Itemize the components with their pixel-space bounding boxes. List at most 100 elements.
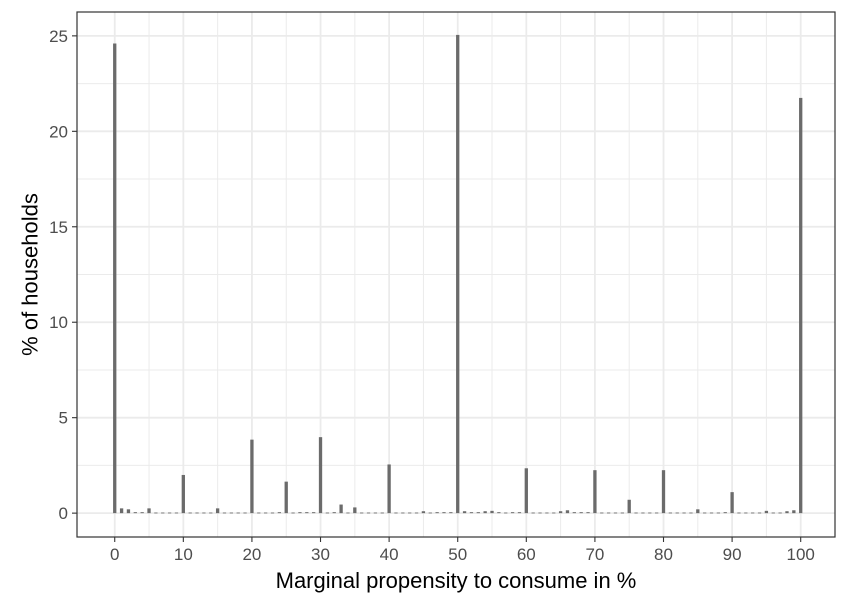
bar <box>174 512 179 514</box>
bar <box>277 512 282 514</box>
bar <box>215 508 220 514</box>
bar <box>778 512 782 514</box>
bar <box>524 468 528 514</box>
bars <box>113 34 803 514</box>
bar <box>133 512 137 514</box>
bar <box>634 512 638 514</box>
bar <box>517 512 522 514</box>
bar <box>195 512 199 514</box>
x-tick-label: 0 <box>110 545 119 564</box>
bar <box>346 512 350 514</box>
y-axis-title: % of households <box>18 193 43 356</box>
bar <box>654 512 659 514</box>
bar <box>250 439 254 514</box>
bar <box>689 512 693 514</box>
bar <box>531 512 535 514</box>
bar <box>462 511 467 514</box>
bar <box>332 512 336 514</box>
bar <box>606 512 611 514</box>
bar <box>428 512 432 514</box>
bar <box>442 512 446 514</box>
y-tick-label: 10 <box>49 313 68 332</box>
x-tick-label: 60 <box>517 545 536 564</box>
bar <box>799 97 803 514</box>
bar <box>373 512 378 514</box>
bar <box>380 512 384 514</box>
bar <box>737 512 741 514</box>
bar <box>366 512 371 514</box>
y-tick-label: 20 <box>49 122 68 141</box>
bar <box>298 512 302 514</box>
bar <box>510 512 515 514</box>
bar <box>648 512 652 514</box>
bar <box>558 511 563 514</box>
x-tick-label: 50 <box>448 545 467 564</box>
bar <box>771 512 775 514</box>
bar <box>641 512 645 514</box>
x-tick-label: 70 <box>585 545 604 564</box>
bar <box>147 508 151 514</box>
bar <box>792 510 796 514</box>
bar <box>565 510 570 514</box>
x-tick-label: 40 <box>380 545 399 564</box>
x-tick-label: 20 <box>242 545 261 564</box>
bar <box>716 512 721 514</box>
bar <box>744 512 748 514</box>
bar <box>263 512 268 514</box>
bar <box>579 512 583 514</box>
bar <box>709 512 714 514</box>
bar <box>483 511 487 514</box>
y-tick-label: 25 <box>49 27 68 46</box>
bar <box>613 512 618 514</box>
bar <box>730 492 734 514</box>
bar <box>161 512 165 514</box>
bar <box>202 512 206 514</box>
bar <box>785 511 789 514</box>
bar <box>257 512 261 514</box>
bar <box>627 499 631 514</box>
bar <box>284 481 288 514</box>
bar <box>593 470 597 514</box>
bar <box>270 512 275 514</box>
panel-border <box>76 11 836 538</box>
bar <box>305 512 309 514</box>
bar <box>243 512 247 514</box>
bar <box>675 512 679 514</box>
bar <box>600 512 604 514</box>
bar <box>188 512 192 514</box>
bar <box>325 512 330 514</box>
y-tick-label: 15 <box>49 218 68 237</box>
x-tick-label: 100 <box>787 545 815 564</box>
bar <box>119 508 124 514</box>
bar <box>408 512 412 514</box>
bar <box>723 512 727 514</box>
bar <box>414 512 419 514</box>
bar <box>476 512 480 514</box>
bar <box>552 512 556 514</box>
x-tick-label: 90 <box>723 545 742 564</box>
bar <box>469 512 474 514</box>
bar <box>757 512 762 514</box>
x-tick-label: 30 <box>311 545 330 564</box>
bar <box>394 512 398 514</box>
bar <box>682 512 686 514</box>
bar <box>572 512 576 514</box>
bar <box>181 474 185 514</box>
x-axis-title: Marginal propensity to consume in % <box>276 568 637 593</box>
bar <box>421 511 426 514</box>
bar <box>661 470 666 514</box>
y-tick-label: 0 <box>59 504 68 523</box>
bar <box>167 512 172 514</box>
bar <box>696 509 700 514</box>
bar <box>401 512 405 514</box>
bar <box>140 512 144 514</box>
y-axis: 0 5 10 15 20 25 <box>49 27 77 523</box>
bar <box>586 512 590 514</box>
bar <box>353 507 357 514</box>
bar <box>318 437 323 514</box>
bar <box>360 512 364 514</box>
x-tick-label: 10 <box>174 545 193 564</box>
bar <box>703 512 707 514</box>
bar <box>497 512 501 514</box>
